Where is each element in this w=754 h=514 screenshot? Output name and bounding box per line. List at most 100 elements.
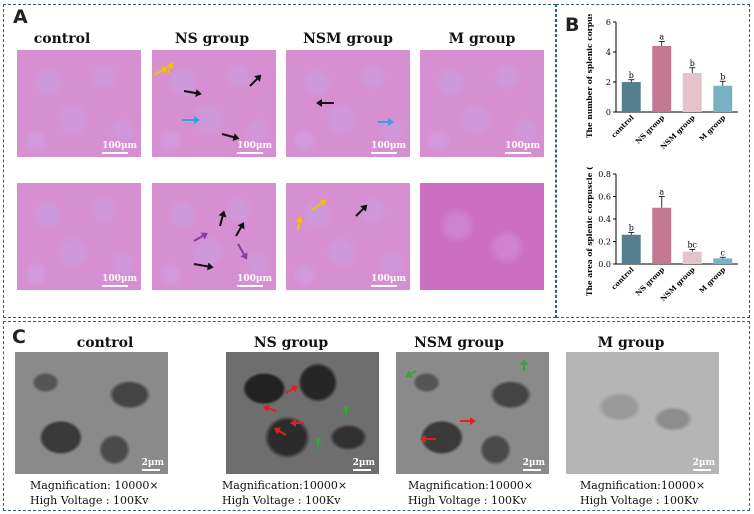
significance-letter: bc — [687, 240, 697, 249]
significance-letter: a — [659, 188, 664, 197]
he-micrograph-nsm-1: 100μm — [286, 50, 410, 157]
he-micrograph-ns-2: 100μm — [152, 183, 276, 290]
green-arrow — [345, 407, 347, 417]
he-micrograph-ns-1: 100μm — [152, 50, 276, 157]
green-arrow — [523, 361, 525, 371]
significance-letter: b — [629, 224, 634, 233]
he-micrograph-control-1: 100μm — [17, 50, 141, 157]
scale-bar: 100μm — [102, 274, 137, 287]
y-axis-label: The area of splenic corpuscle ( cm² ) — [585, 166, 594, 296]
black-arrow — [183, 90, 200, 95]
caption-voltage: High Voltage : 100Kv — [222, 494, 341, 507]
panel-c-label: C — [12, 326, 26, 348]
yellow-arrow — [167, 63, 173, 74]
panel-c-col-title-nsm: NSM group — [414, 335, 504, 351]
panel-c-col-title-control: control — [76, 335, 134, 351]
yellow-arrow — [297, 218, 302, 231]
significance-letter: b — [720, 72, 725, 81]
scale-bar: 100μm — [371, 141, 406, 154]
red-arrow — [264, 405, 277, 412]
green-arrow — [317, 439, 319, 449]
caption-magnification: Magnification: 10000× — [30, 479, 159, 492]
caption-voltage: High Voltage : 100Kv — [580, 494, 699, 507]
scale-bar: 100μm — [237, 141, 272, 154]
y-tick-label: 2 — [606, 78, 611, 87]
black-arrow — [355, 205, 367, 217]
he-micrograph-m-1: 100μm — [420, 50, 544, 157]
scale-bar: 2μm — [141, 458, 164, 471]
y-tick-label: 0.6 — [598, 193, 611, 202]
caption-voltage: High Voltage : 100Kv — [30, 494, 149, 507]
caption-magnification: Magnification:10000× — [580, 479, 706, 492]
black-arrow — [318, 102, 334, 104]
panel-c-border — [3, 321, 750, 511]
caption-control: Magnification: 10000× High Voltage : 100… — [30, 478, 159, 508]
black-arrow — [235, 223, 244, 237]
bar — [621, 82, 641, 112]
scale-bar: 100μm — [505, 141, 540, 154]
black-arrow — [221, 133, 238, 140]
caption-magnification: Magnification:10000× — [408, 479, 534, 492]
panel-b-label: B — [565, 14, 580, 36]
y-tick-label: 4 — [606, 48, 611, 57]
x-tick-label: M group — [697, 113, 727, 143]
tem-micrograph-ns: 2μm — [226, 352, 379, 474]
x-tick-label: control — [609, 265, 636, 292]
panel-a-col-title-m: M group — [448, 31, 516, 47]
tem-micrograph-m: 2μm — [566, 352, 719, 474]
black-arrow — [219, 212, 225, 227]
y-tick-label: 0.2 — [598, 238, 611, 247]
bar-chart-splenic-number: 0 2 4 6 The number of splenic corpuscles b con… — [585, 14, 738, 151]
y-tick-label: 0.4 — [598, 215, 611, 224]
bar-chart-splenic-area: 0.0 0.2 0.4 0.6 0.8 The area of splenic corpu… — [585, 166, 738, 303]
bar — [682, 73, 702, 112]
he-micrograph-control-2: 100μm — [17, 183, 141, 290]
significance-letter: b — [690, 59, 695, 68]
caption-nsm: Magnification:10000× High Voltage : 100K… — [408, 478, 533, 508]
red-arrow — [422, 438, 436, 440]
yellow-arrow — [153, 67, 167, 76]
bar — [652, 207, 672, 264]
black-arrow — [249, 75, 261, 87]
significance-letter: b — [629, 71, 634, 80]
tem-micrograph-control: 2μm — [15, 352, 168, 474]
panel-a-border — [3, 4, 556, 318]
bar — [682, 251, 702, 264]
y-tick-label: 0.0 — [598, 260, 611, 269]
caption-ns: Magnification:10000× High Voltage : 100K… — [222, 478, 347, 508]
scale-bar: 2μm — [352, 458, 375, 471]
purple-arrow — [193, 233, 207, 242]
scale-bar: 100μm — [237, 274, 272, 287]
y-tick-label: 0.8 — [598, 170, 611, 179]
y-tick-label: 6 — [606, 18, 611, 27]
significance-letter: c — [721, 248, 726, 257]
panel-a-col-title-nsm: NSM group — [303, 31, 393, 47]
red-arrow — [285, 386, 297, 394]
panel-b-border — [556, 4, 750, 318]
blue-arrow — [182, 116, 200, 124]
red-arrow — [292, 422, 304, 424]
purple-arrow — [237, 243, 247, 259]
panel-a-label: A — [13, 6, 28, 28]
significance-letter: a — [659, 33, 664, 42]
scale-bar: 2μm — [692, 458, 715, 471]
red-arrow — [460, 417, 476, 425]
y-tick-label: 0 — [606, 108, 611, 117]
scale-bar: 100μm — [371, 274, 406, 287]
caption-magnification: Magnification:10000× — [222, 479, 348, 492]
y-axis-label: The number of splenic corpuscles — [585, 14, 594, 138]
bar — [713, 85, 733, 112]
scale-bar: 2μm — [522, 458, 545, 471]
panel-c-col-title-ns: NS group — [253, 335, 329, 351]
green-arrow — [406, 370, 417, 377]
tem-micrograph-nsm: 2μm — [396, 352, 549, 474]
red-arrow — [275, 428, 287, 436]
caption-m: Magnification:10000× High Voltage : 100K… — [580, 478, 705, 508]
black-arrow — [193, 263, 212, 269]
panel-c-col-title-m: M group — [597, 335, 665, 351]
x-tick-label: control — [609, 113, 636, 140]
panel-a-col-title-ns: NS group — [174, 31, 250, 47]
panel-a-col-title-control: control — [33, 31, 91, 47]
bar — [713, 258, 733, 264]
bar — [621, 234, 641, 264]
